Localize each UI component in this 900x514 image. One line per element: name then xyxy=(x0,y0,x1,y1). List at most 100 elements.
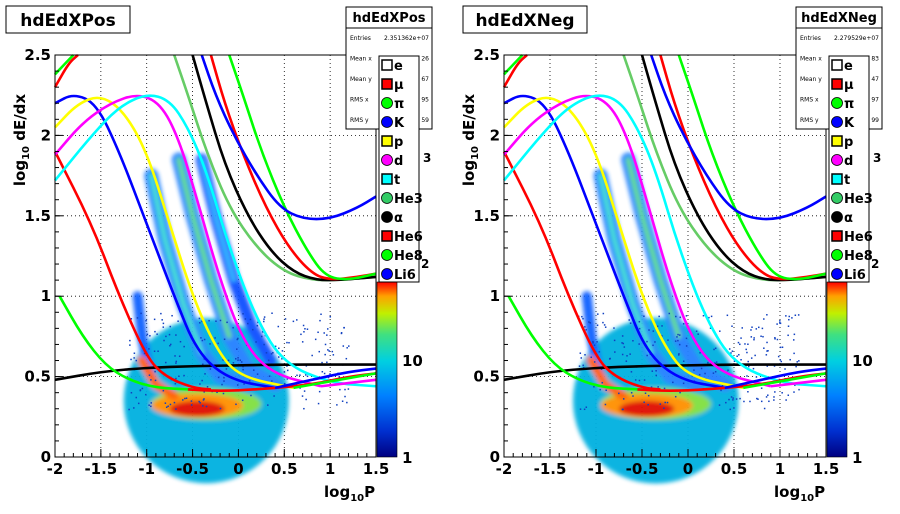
heatmap-scatter-point xyxy=(776,338,779,341)
heatmap-scatter-point xyxy=(721,384,724,387)
z-tick-label: 10 xyxy=(402,352,423,370)
heatmap-scatter-point xyxy=(603,324,606,326)
heatmap-scatter-point xyxy=(135,396,137,399)
heatmap-scatter-point xyxy=(236,338,238,341)
heatmap-scatter-point xyxy=(604,326,607,328)
heatmap-scatter-point xyxy=(205,405,208,408)
heatmap-scatter-point xyxy=(648,329,650,331)
curve-p xyxy=(54,96,294,390)
heatmap-scatter-point xyxy=(168,333,171,336)
heatmap-scatter-point xyxy=(663,387,666,390)
heatmap-scatter-point xyxy=(787,394,790,396)
heatmap-scatter-point xyxy=(323,332,325,334)
heatmap-scatter-point xyxy=(299,387,301,389)
heatmap-scatter-point xyxy=(765,354,768,356)
heatmap-scatter-point xyxy=(774,338,776,340)
heatmap-scatter-point xyxy=(133,357,135,359)
legend-box xyxy=(828,55,870,283)
heatmap-scatter-point xyxy=(303,390,306,392)
heatmap-scatter-point xyxy=(714,347,717,350)
heatmap-scatter-point xyxy=(324,343,327,346)
legend-label: d xyxy=(394,154,403,169)
heatmap-scatter-point xyxy=(791,317,793,319)
heatmap-scatter-point xyxy=(326,334,328,336)
heatmap-scatter-point xyxy=(719,330,721,332)
y-tick-label: 2.5 xyxy=(473,46,500,64)
title-box xyxy=(5,5,131,34)
heatmap-scatter-point xyxy=(720,389,722,392)
y-tick-label: 2.5 xyxy=(24,46,51,64)
heatmap-scatter-point xyxy=(630,371,633,373)
heatmap-scatter-point xyxy=(760,400,763,403)
heatmap-scatter-point xyxy=(209,343,211,345)
legend-marker xyxy=(381,230,393,242)
x-tick-label: -2 xyxy=(47,460,64,478)
heatmap-scatter-point xyxy=(707,361,709,364)
heatmap-scatter-point xyxy=(788,318,790,321)
chart-title: hdEdXPos xyxy=(20,11,115,31)
heatmap-scatter-point xyxy=(183,374,185,377)
stats-label: Mean x xyxy=(800,56,822,63)
heatmap-scatter-point xyxy=(261,331,264,333)
heatmap-scatter-point xyxy=(235,358,237,360)
heatmap-scatter-point xyxy=(256,373,259,375)
heatmap-scatter-point xyxy=(582,364,584,367)
heatmap-scatter-point xyxy=(732,397,734,399)
legend-label: d xyxy=(844,154,853,169)
x-tick-label: 0 xyxy=(683,460,693,478)
heatmap-scatter-point xyxy=(605,389,607,391)
heatmap-scatter-point xyxy=(175,408,177,410)
heatmap-scatter-point xyxy=(202,363,204,366)
heatmap-scatter-point xyxy=(682,382,685,385)
stats-value: 2.351362e+07 xyxy=(384,35,429,42)
legend-marker xyxy=(381,116,393,128)
heatmap-scatter-point xyxy=(164,402,167,404)
heatmap-scatter-point xyxy=(647,404,649,406)
heatmap-scatter-point xyxy=(263,316,266,318)
heatmap-scatter-point xyxy=(242,313,244,315)
heatmap-scatter-point xyxy=(700,367,703,370)
heatmap-scatter-point xyxy=(643,401,645,404)
heatmap-scatter-point xyxy=(178,355,181,358)
heatmap-scatter-point xyxy=(253,369,255,371)
heatmap-scatter-point xyxy=(219,319,222,322)
legend-label: α xyxy=(844,211,853,226)
heatmap-scatter-point xyxy=(710,315,713,318)
heatmap-scatter-point xyxy=(244,318,247,320)
heatmap-scatter-point xyxy=(785,399,787,401)
heatmap-scatter-point xyxy=(643,315,645,317)
y-tick-label: 1.5 xyxy=(24,207,51,225)
heatmap-scatter-point xyxy=(795,365,797,368)
heatmap-scatter-point xyxy=(327,376,330,379)
heatmap-scatter-point xyxy=(171,314,173,317)
heatmap-scatter-point xyxy=(663,407,665,409)
heatmap-scatter-point xyxy=(757,398,759,400)
heatmap-scatter-point xyxy=(618,392,620,395)
y-tick-label: 0.5 xyxy=(473,368,500,386)
heatmap-scatter-point xyxy=(346,401,348,404)
legend-marker xyxy=(831,154,843,166)
heatmap-scatter-point xyxy=(150,405,152,408)
legend-label: Li6 xyxy=(394,268,416,283)
heatmap-scatter-point xyxy=(698,373,701,376)
heatmap-scatter-point xyxy=(347,388,350,390)
heatmap-scatter-point xyxy=(667,339,669,341)
heatmap-blob-core xyxy=(169,400,225,417)
heatmap-scatter-point xyxy=(281,350,284,352)
heatmap-scatter-point xyxy=(232,362,235,364)
heatmap-scatter-point xyxy=(344,388,346,391)
stats-value: 83 xyxy=(871,56,879,63)
heatmap-scatter-point xyxy=(198,400,200,403)
heatmap-scatter-point xyxy=(149,335,151,337)
heatmap-scatter-point xyxy=(162,322,165,325)
heatmap-scatter-point xyxy=(651,370,654,372)
heatmap-scatter-point xyxy=(668,312,671,315)
stats-label: Entries xyxy=(800,35,821,42)
legend-label: μ xyxy=(844,78,854,93)
heatmap-scatter-point xyxy=(240,361,243,363)
heatmap-scatter-point xyxy=(780,360,783,363)
heatmap-scatter-point xyxy=(741,327,743,329)
heatmap-scatter-point xyxy=(750,336,753,338)
heatmap-scatter-point xyxy=(148,374,151,376)
heatmap-scatter-point xyxy=(621,342,623,344)
